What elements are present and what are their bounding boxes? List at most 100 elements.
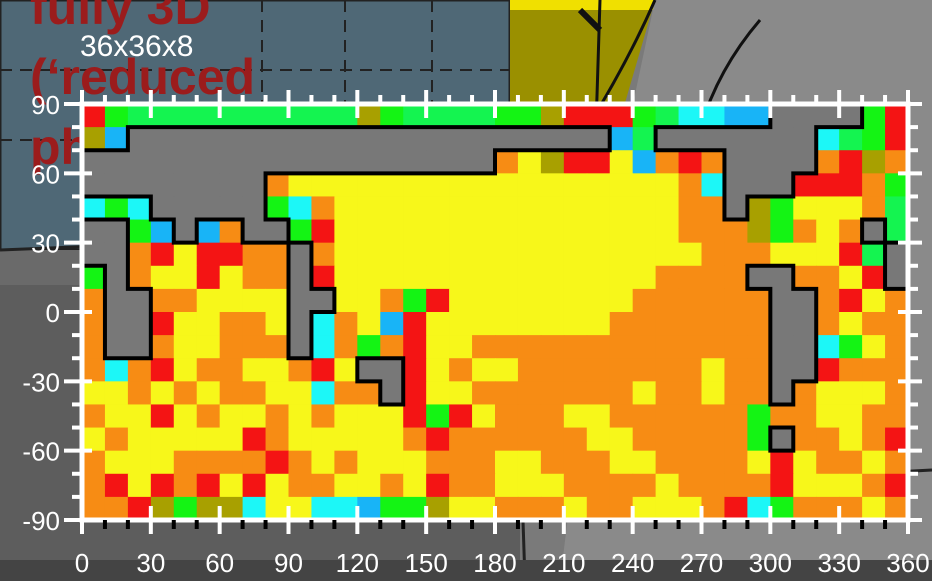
land-cell: [380, 127, 404, 151]
ocean-cell: [449, 265, 473, 290]
land-cell: [288, 312, 312, 336]
ocean-cell: [357, 450, 381, 475]
ocean-cell: [655, 288, 680, 313]
ocean-cell: [816, 404, 840, 429]
ocean-cell: [173, 265, 198, 290]
ocean-cell: [747, 219, 771, 244]
ocean-cell: [449, 496, 473, 521]
land-cell: [357, 127, 381, 151]
ocean-cell: [724, 219, 748, 244]
ocean-cell: [127, 427, 152, 452]
ocean-cell: [609, 288, 634, 313]
ocean-cell: [609, 127, 634, 151]
x-tick-label: 30: [136, 548, 165, 578]
ocean-cell: [288, 219, 312, 244]
ocean-cell: [816, 219, 840, 244]
land-cell: [311, 288, 335, 313]
land-cell: [380, 358, 404, 382]
ocean-cell: [862, 427, 886, 452]
ocean-cell: [701, 473, 725, 498]
ocean-cell: [495, 219, 519, 244]
land-cell: [150, 196, 175, 221]
land-cell: [288, 150, 312, 174]
ocean-cell: [82, 104, 106, 128]
ocean-cell: [701, 150, 725, 174]
ocean-cell: [472, 404, 496, 429]
ocean-cell: [839, 265, 863, 290]
ocean-cell: [357, 335, 381, 359]
ocean-cell: [150, 496, 175, 521]
land-cell: [242, 150, 267, 174]
ocean-cell: [517, 404, 542, 429]
ocean-cell: [678, 173, 702, 197]
ocean-cell: [563, 173, 588, 197]
ocean-cell: [724, 381, 748, 405]
ocean-cell: [747, 104, 771, 128]
ocean-cell: [288, 173, 312, 197]
ocean-cell: [609, 173, 634, 197]
ocean-cell: [862, 358, 886, 382]
ocean-cell: [678, 265, 702, 290]
ocean-cell: [426, 450, 450, 475]
ocean-cell: [563, 104, 588, 128]
ocean-cell: [173, 381, 198, 405]
land-cell: [104, 288, 129, 313]
ocean-cell: [449, 381, 473, 405]
ocean-cell: [150, 312, 175, 336]
ocean-cell: [334, 381, 358, 405]
ocean-cell: [265, 265, 289, 290]
ocean-cell: [747, 381, 771, 405]
ocean-cell: [839, 196, 863, 221]
ocean-cell: [563, 196, 588, 221]
ocean-cell: [265, 242, 289, 267]
ocean-cell: [724, 242, 748, 267]
ocean-cell: [265, 404, 289, 429]
ocean-cell: [82, 473, 106, 498]
ocean-cell: [311, 242, 335, 267]
ocean-cell: [380, 473, 404, 498]
ocean-cell: [472, 265, 496, 290]
ocean-cell: [724, 265, 748, 290]
ocean-cell: [862, 404, 886, 429]
ocean-cell: [747, 312, 771, 336]
ocean-cell: [724, 404, 748, 429]
x-tick-label: 360: [886, 548, 929, 578]
ocean-cell: [357, 104, 381, 128]
ocean-cell: [655, 496, 680, 521]
ocean-cell: [517, 381, 542, 405]
land-cell: [517, 127, 542, 151]
ocean-cell: [472, 450, 496, 475]
ocean-cell: [150, 473, 175, 498]
ocean-cell: [495, 335, 519, 359]
ocean-cell: [403, 265, 427, 290]
ocean-cell: [793, 404, 817, 429]
ocean-cell: [173, 312, 198, 336]
ocean-cell: [563, 450, 588, 475]
land-cell: [793, 127, 817, 151]
ocean-cell: [839, 427, 863, 452]
y-tick-label: 60: [31, 159, 60, 189]
ocean-cell: [540, 288, 565, 313]
ocean-cell: [586, 104, 611, 128]
ocean-cell: [334, 404, 358, 429]
ocean-cell: [701, 496, 725, 521]
ocean-cell: [747, 450, 771, 475]
ocean-cell: [678, 288, 702, 313]
ocean-cell: [334, 265, 358, 290]
ocean-cell: [701, 265, 725, 290]
ocean-cell: [517, 150, 542, 174]
ocean-cell: [839, 450, 863, 475]
land-cell: [104, 335, 129, 359]
land-cell: [403, 127, 427, 151]
ocean-cell: [173, 473, 198, 498]
ocean-cell: [242, 312, 267, 336]
ocean-cell: [311, 265, 335, 290]
land-cell: [265, 219, 289, 244]
land-cell: [82, 219, 106, 244]
land-cell: [380, 381, 404, 405]
ocean-cell: [655, 104, 680, 128]
ocean-cell: [449, 335, 473, 359]
land-cell: [724, 173, 748, 197]
land-cell: [357, 358, 381, 382]
